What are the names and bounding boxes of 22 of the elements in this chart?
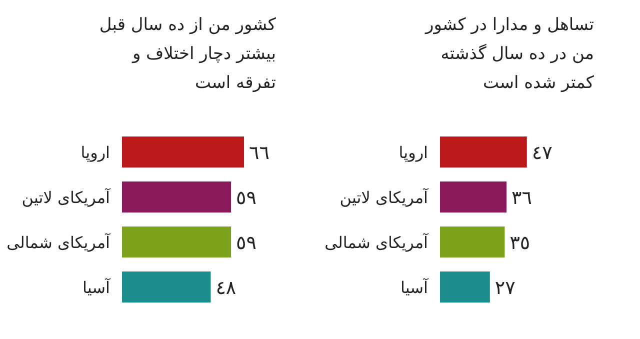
y-tick-label: آمریکای شمالی <box>6 232 112 252</box>
data-label: ٥٩ <box>236 232 256 254</box>
bar <box>440 272 490 302</box>
y-tick-label: اروپا <box>80 143 110 162</box>
chart-title: تساهل و مدارا در کشور من در ده سال گذشته کمتر شده است <box>424 15 595 93</box>
data-label: ٣٦ <box>512 187 532 209</box>
y-tick-label: آمریکای لاتین <box>340 187 430 207</box>
y-tick-label: آسیا <box>82 277 112 297</box>
y-tick-label: آسیا <box>400 277 430 297</box>
data-label: ٦٦ <box>249 142 270 164</box>
chart-title: کشور من از ده سال قبل بیشتر دچار اختلاف و تفرقه است <box>99 15 277 93</box>
bar <box>440 226 505 258</box>
bar <box>440 182 507 212</box>
y-tick-label: آمریکای لاتین <box>22 187 112 207</box>
y-tick-label: آمریکای شمالی <box>324 232 430 252</box>
data-label: ٤٧ <box>532 142 552 164</box>
y-tick-label: اروپا <box>398 143 428 162</box>
data-label: ٢٧ <box>494 277 516 299</box>
data-label: ٥٩ <box>236 187 256 209</box>
data-label: ٤٨ <box>216 277 236 299</box>
data-label: ٣٥ <box>510 232 530 254</box>
bar <box>440 136 527 168</box>
